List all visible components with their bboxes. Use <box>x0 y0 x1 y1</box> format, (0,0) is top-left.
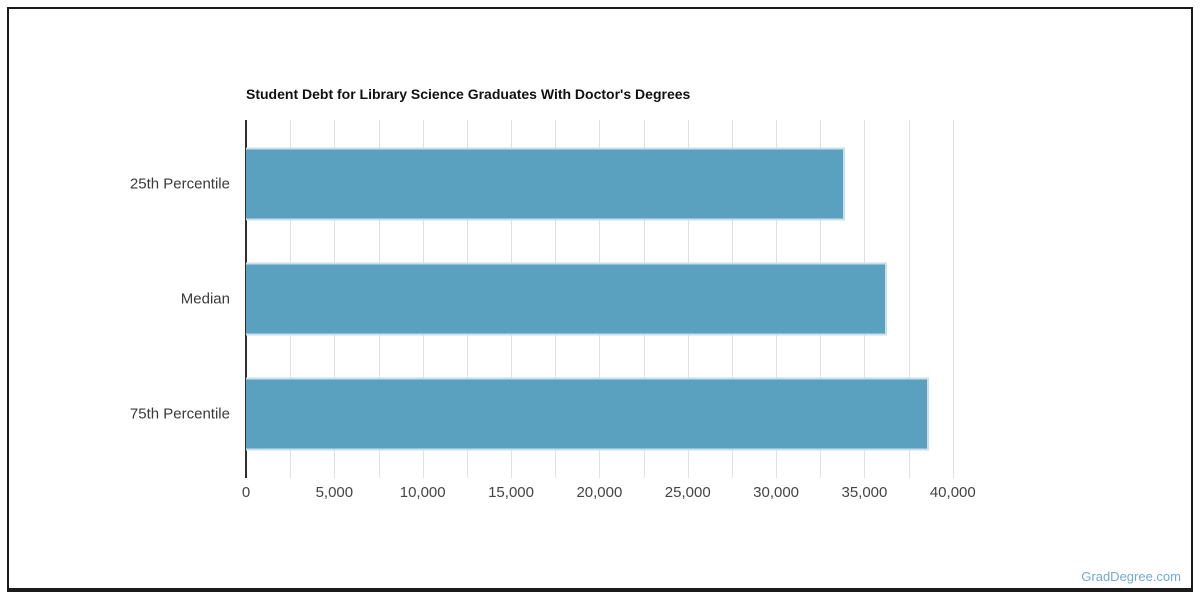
category-label: Median <box>180 290 230 307</box>
x-tick-label: 0 <box>241 484 251 501</box>
x-tick-label: 40,000 <box>929 484 976 501</box>
x-tick-label: 30,000 <box>753 484 800 501</box>
bar <box>246 147 846 220</box>
gridline <box>908 120 910 478</box>
x-tick-label: 35,000 <box>841 484 888 501</box>
bar-row: 75th Percentile <box>130 356 983 471</box>
x-tick-label: 20,000 <box>576 484 623 501</box>
x-tick-label: 10,000 <box>399 484 446 501</box>
chart-title: Student Debt for Library Science Graduat… <box>246 86 691 102</box>
category-label: 25th Percentile <box>129 175 230 192</box>
watermark-link[interactable]: GradDegree.com <box>1081 569 1181 584</box>
bar-track <box>246 377 953 450</box>
gridline <box>952 120 954 478</box>
bar-row: 25th Percentile <box>130 126 983 241</box>
chart-frame: Student Debt for Library Science Graduat… <box>7 7 1193 592</box>
x-tick-label: 25,000 <box>664 484 711 501</box>
bar-track <box>246 262 953 335</box>
bar <box>246 262 887 335</box>
plot-area: 0 5,000 10,000 15,000 20,000 25,000 30,000 35,0… <box>130 120 983 501</box>
x-tick-label: 15,000 <box>488 484 534 501</box>
bar-row: Median <box>181 241 983 356</box>
category-label: 75th Percentile <box>129 405 230 422</box>
bar-track <box>246 147 953 220</box>
x-tick-label: 5,000 <box>315 484 354 501</box>
bar <box>246 377 930 450</box>
bar-rows: 25th Percentile Median 75th Percentile <box>130 126 983 471</box>
